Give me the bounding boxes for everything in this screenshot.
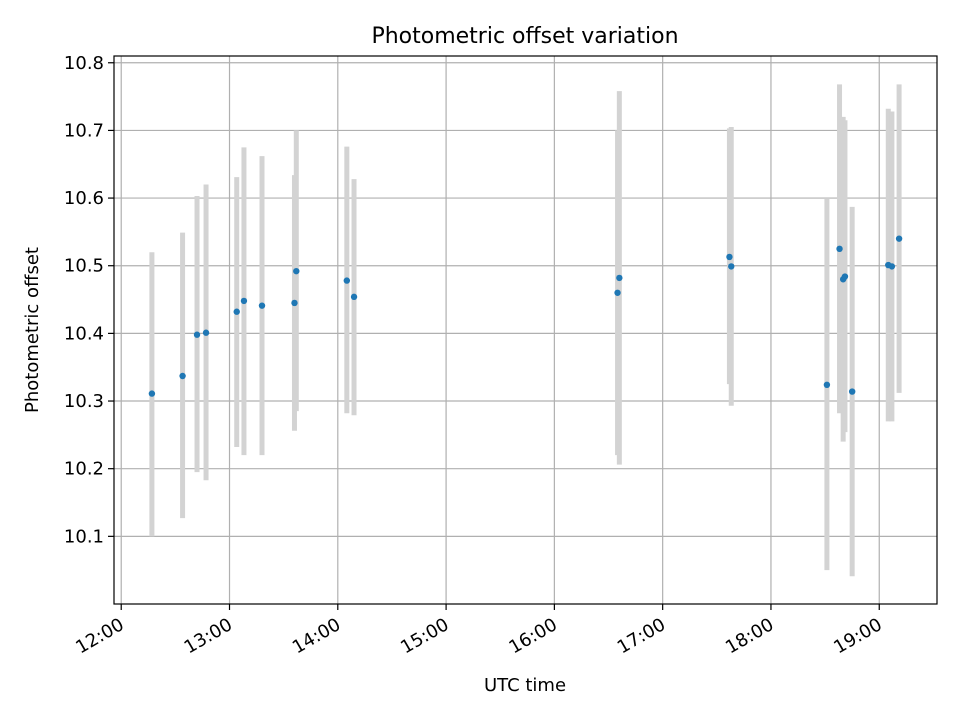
- y-axis-label: Photometric offset: [22, 247, 43, 413]
- data-point: [350, 293, 358, 301]
- y-tick-label: 10.3: [64, 391, 104, 412]
- data-point: [836, 245, 843, 253]
- data-point: [233, 308, 240, 315]
- data-point: [895, 235, 903, 242]
- data-point: [293, 267, 300, 275]
- data-points: [148, 235, 903, 397]
- data-point: [193, 331, 201, 338]
- grid: [114, 56, 937, 604]
- y-tick-label: 10.6: [64, 188, 104, 209]
- data-point: [848, 388, 856, 395]
- data-point: [614, 289, 621, 296]
- y-tick-label: 10.7: [64, 120, 104, 141]
- data-point: [728, 263, 735, 270]
- x-axis-label: UTC time: [484, 675, 566, 696]
- y-tick-label: 10.4: [64, 323, 104, 344]
- data-point: [202, 329, 210, 336]
- data-point: [616, 274, 623, 282]
- data-point: [841, 273, 849, 280]
- y-tick-label: 10.1: [64, 526, 104, 547]
- y-tick-label: 10.5: [64, 256, 104, 277]
- y-tick-label: 10.2: [64, 459, 104, 480]
- data-point: [823, 381, 831, 388]
- data-point: [179, 372, 186, 380]
- data-point: [148, 390, 156, 397]
- y-tick-label: 10.8: [64, 53, 104, 74]
- y-axis-ticks: 10.1 10.2 10.3 10.4 10.5 10.6 10.7 10.8: [64, 53, 114, 547]
- plot-frame: [113, 55, 938, 605]
- data-point: [343, 277, 351, 284]
- data-point: [240, 297, 248, 305]
- data-point: [258, 302, 266, 309]
- data-point: [888, 263, 896, 270]
- data-point: [291, 299, 298, 307]
- chart-title: Photometric offset variation: [371, 24, 678, 49]
- data-point: [726, 253, 733, 261]
